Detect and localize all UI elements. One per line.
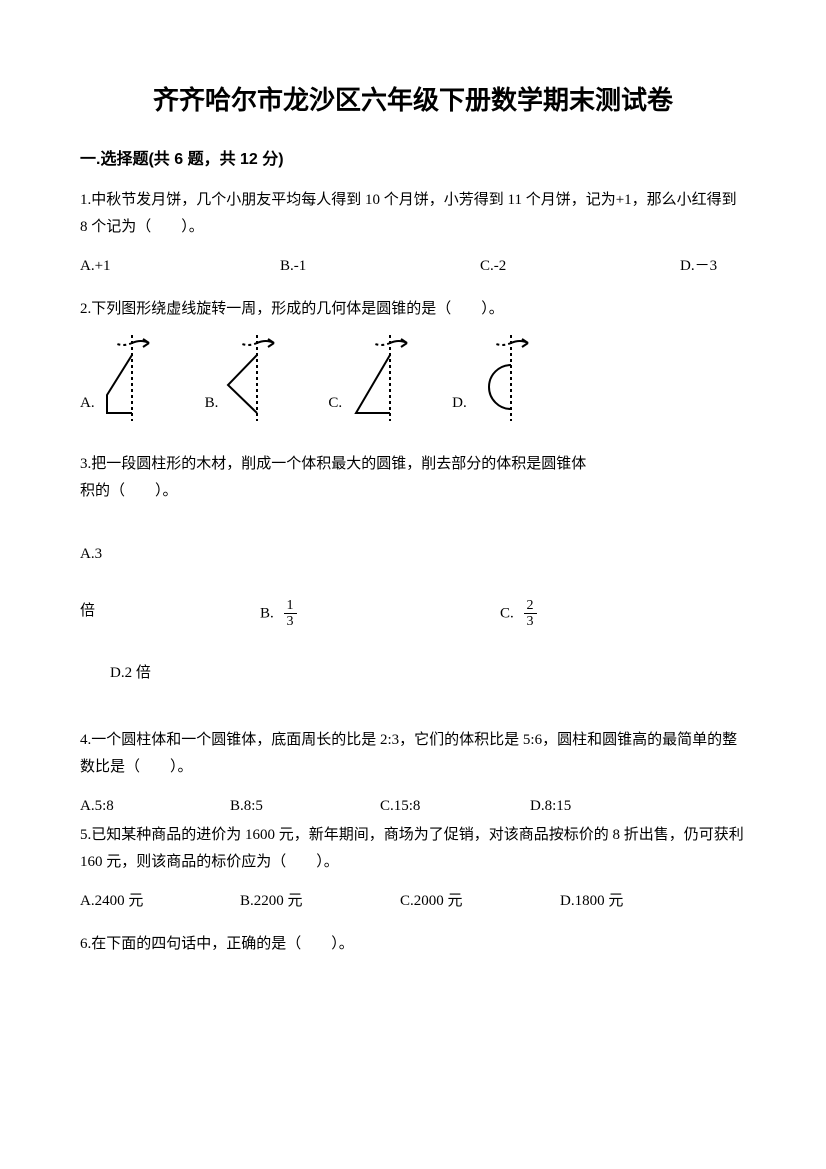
section-header: 一.选择题(共 6 题，共 12 分) [80, 145, 746, 169]
q5-opt-c: C.2000 元 [400, 888, 560, 915]
q5-opt-d: D.1800 元 [560, 888, 720, 915]
q2-shapes: A. B. C. [80, 335, 746, 421]
question-5: 5.已知某种商品的进价为 1600 元，新年期间，商场为了促销，对该商品按标价的… [80, 822, 746, 915]
shape-a-icon [99, 335, 169, 421]
shape-d-icon [471, 335, 541, 421]
q3-opt-b: B. 1 3 [260, 598, 500, 630]
question-6: 6.在下面的四句话中，正确的是（ ）。 [80, 931, 746, 958]
q2-label-c: C. [328, 390, 342, 417]
q3-text1: 3.把一段圆柱形的木材，削成一个体积最大的圆锥，削去部分的体积是圆锥体 [80, 451, 746, 478]
q4-opt-b: B.8:5 [230, 793, 380, 820]
q1-options: A.+1 B.-1 C.-2 D.－3 [80, 253, 746, 280]
q4-options: A.5:8 B.8:5 C.15:8 D.8:15 [80, 793, 746, 820]
q1-opt-c: C.-2 [480, 253, 680, 280]
question-4: 4.一个圆柱体和一个圆锥体，底面周长的比是 2:3，它们的体积比是 5:6，圆柱… [80, 727, 746, 820]
q4-opt-d: D.8:15 [530, 793, 680, 820]
q1-text: 1.中秋节发月饼，几个小朋友平均每人得到 10 个月饼，小芳得到 11 个月饼，… [80, 187, 746, 241]
q6-text: 6.在下面的四句话中，正确的是（ ）。 [80, 931, 746, 958]
q4-opt-a: A.5:8 [80, 793, 230, 820]
q2-shape-d: D. [452, 335, 541, 421]
q4-text: 4.一个圆柱体和一个圆锥体，底面周长的比是 2:3，它们的体积比是 5:6，圆柱… [80, 727, 746, 781]
q4-opt-c: C.15:8 [380, 793, 530, 820]
q2-label-b: B. [205, 390, 219, 417]
q3-opt-c: C. 2 3 [500, 598, 537, 630]
fraction-c: 2 3 [524, 598, 537, 630]
question-2: 2.下列图形绕虚线旋转一周，形成的几何体是圆锥的是（ ）。 A. B. [80, 296, 746, 421]
question-1: 1.中秋节发月饼，几个小朋友平均每人得到 10 个月饼，小芳得到 11 个月饼，… [80, 187, 746, 280]
q3-mid-row: 倍 B. 1 3 C. 2 3 [80, 598, 746, 630]
q3-opt-a: A.3 [80, 541, 746, 568]
q5-opt-b: B.2200 元 [240, 888, 400, 915]
shape-c-icon [346, 335, 416, 421]
q2-label-d: D. [452, 390, 467, 417]
q5-options: A.2400 元 B.2200 元 C.2000 元 D.1800 元 [80, 888, 746, 915]
q3-opt-d: D.2 倍 [110, 660, 746, 687]
q1-opt-b: B.-1 [280, 253, 480, 280]
q3-bei-label: 倍 [80, 598, 260, 630]
q3-text2: 积的（ ）。 [80, 478, 746, 505]
fraction-b: 1 3 [284, 598, 297, 630]
q2-shape-b: B. [205, 335, 293, 421]
shape-b-icon [222, 335, 292, 421]
q1-opt-d: D.－3 [680, 253, 717, 280]
q2-label-a: A. [80, 390, 95, 417]
question-3: 3.把一段圆柱形的木材，削成一个体积最大的圆锥，削去部分的体积是圆锥体 积的（ … [80, 451, 746, 687]
q2-text: 2.下列图形绕虚线旋转一周，形成的几何体是圆锥的是（ ）。 [80, 296, 746, 323]
q2-shape-c: C. [328, 335, 416, 421]
q1-opt-a: A.+1 [80, 253, 280, 280]
q5-text: 5.已知某种商品的进价为 1600 元，新年期间，商场为了促销，对该商品按标价的… [80, 822, 746, 876]
q5-opt-a: A.2400 元 [80, 888, 240, 915]
page-title: 齐齐哈尔市龙沙区六年级下册数学期末测试卷 [80, 80, 746, 117]
q2-shape-a: A. [80, 335, 169, 421]
